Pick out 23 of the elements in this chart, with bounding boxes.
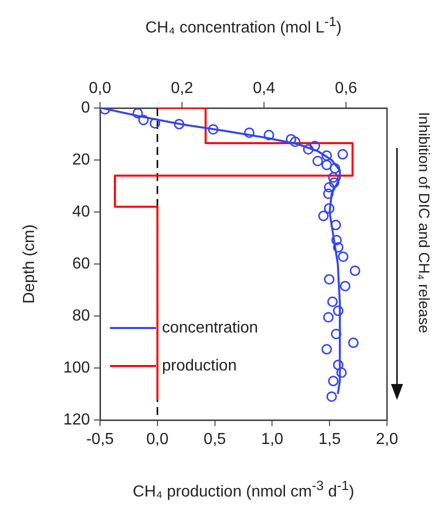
legend-label: production — [162, 357, 237, 374]
x2-axis-title: CH₄ concentration (mol L$^{-1}$) — [144, 14, 343, 38]
x-tick-label: 1,0 — [261, 431, 284, 448]
y-tick-label: 100 — [63, 359, 90, 376]
x-tick-label: 2,0 — [376, 431, 398, 448]
y-tick-label: 40 — [72, 203, 90, 220]
x2-tick-label: 0,0 — [88, 80, 112, 97]
x-tick-label: 0,5 — [204, 431, 226, 448]
x-tick-label: 0,0 — [146, 431, 169, 448]
x-tick-label: -0,5 — [86, 431, 114, 448]
y-tick-label: 0 — [81, 99, 90, 116]
x-axis-title: CH₄ production (nmol cm$^{-3}$ d$^{-1}$) — [132, 478, 356, 502]
x2-tick-label: 0,2 — [170, 80, 194, 97]
x2-tick-label: 0,6 — [334, 80, 358, 97]
text: Inhibition of DIC and CH₄ release — [414, 112, 432, 334]
x-tick-label: 1,5 — [318, 431, 341, 448]
y-tick-label: 120 — [63, 411, 90, 428]
y-tick-label: 80 — [72, 307, 90, 324]
legend-label: concentration — [162, 319, 258, 336]
x2-tick-label: 0,4 — [252, 80, 276, 97]
y-axis-title: Depth (cm) — [21, 224, 39, 304]
y-tick-label: 60 — [72, 255, 90, 272]
y-tick-label: 20 — [72, 151, 90, 168]
